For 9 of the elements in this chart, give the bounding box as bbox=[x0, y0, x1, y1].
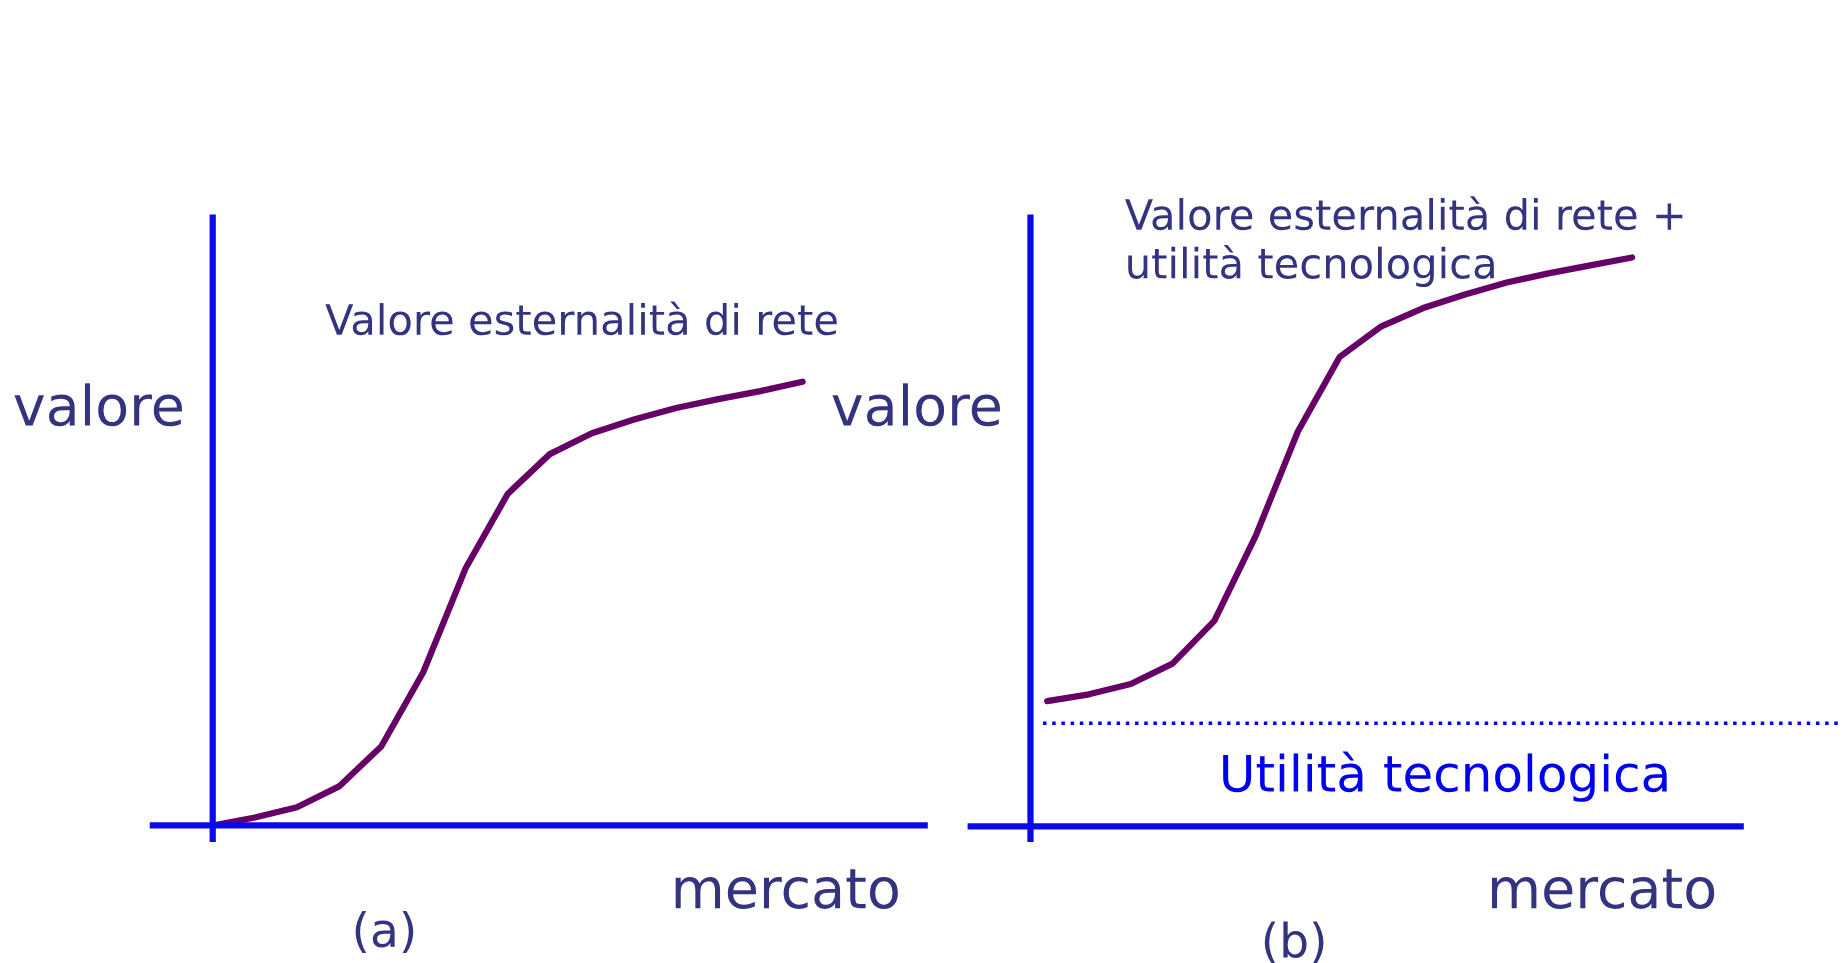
x-axis-title: mercato bbox=[675, 869, 898, 909]
y-axis-title: valore bbox=[14, 383, 182, 427]
text: (b) bbox=[1264, 921, 1324, 963]
text: (a) bbox=[355, 911, 414, 954]
series-label: Valore esternalità di rete + utilità tecnologica bbox=[1125, 196, 1683, 287]
x-axis-title: mercato bbox=[1492, 869, 1715, 909]
y-axis-title: valore bbox=[832, 383, 1000, 427]
ref-line-label: Utilità tecnologica bbox=[1223, 751, 1667, 802]
series-label: Valore esternalità di rete bbox=[325, 301, 837, 336]
